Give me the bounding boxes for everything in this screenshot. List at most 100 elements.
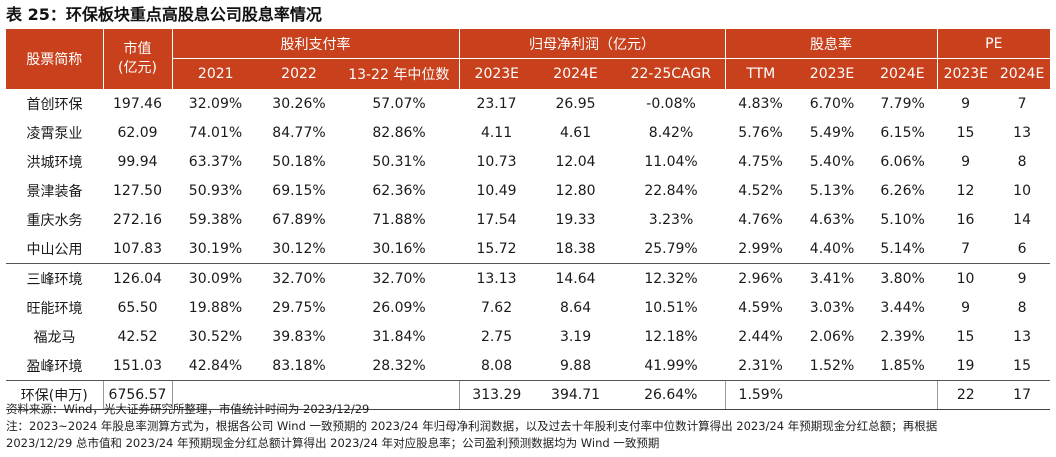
net-profit-2023e-cell: 2.75 [480,328,513,345]
table-title: 表 25：环保板块重点高股息公司股息率情况 [6,5,322,24]
table-row: 景津装备 127.50 50.93% 69.15% 62.36% 10.49 12.80 22… [6,176,1050,205]
yield-2023e-cell: 4.63% [809,211,855,228]
payout-2022-cell: 30.12% [272,240,326,257]
pe-2024e-cell: 15 [1013,357,1031,374]
yield-2024e-cell: 6.15% [880,124,925,141]
table-row: 福龙马 42.52 30.52% 39.83% 31.84% 2.75 3.19 12.18%… [6,322,1050,351]
cagr-cell: 8.42% [648,124,694,141]
net-profit-2024e-cell: 8.64 [559,299,592,316]
header-sub: 13-22 年中位数 [339,58,460,89]
market-cap-cell: 99.94 [117,153,158,170]
payout-2021-cell: 32.09% [188,95,243,112]
yield-2023e-cell: 3.41% [796,263,869,293]
net-profit-2023e-cell: 10.49 [476,182,517,199]
payout-2022-cell: 29.75% [272,299,326,316]
pe-2023e-cell: 9 [961,95,971,112]
table-row: 三峰环境 126.04 30.09% 32.70% 32.70% 13.13 14.64 12… [6,263,1051,293]
cagr-cell: 12.32% [617,263,726,293]
pe-2023e-cell: 9 [961,299,971,316]
stock-name-cell: 洪城环境 [26,154,83,171]
pe-2024e-cell: 8 [1017,153,1027,170]
yield-2024e-cell: 7.79% [880,95,925,112]
yield-2024e-cell: 1.85% [880,357,925,374]
stock-name-cell: 重庆水务 [26,212,83,229]
net-profit-2024e-cell: 12.80 [555,182,596,199]
payout-median-cell: 57.07% [372,95,426,112]
net-profit-2023e-cell: 13.13 [459,263,535,293]
header-sub: 2023E [458,58,535,89]
header-sub: 2024E [868,58,938,89]
net-profit-2024e-cell: 4.61 [559,124,592,141]
header-net-profit: 归母净利润（亿元） [458,29,726,59]
net-profit-2024e-cell: 3.19 [559,328,592,345]
payout-median-cell: 28.32% [372,357,426,374]
payout-median-cell [339,380,460,410]
yield-ttm-cell: 4.83% [738,95,783,112]
payout-median-cell: 31.84% [372,328,426,345]
payout-median-cell: 82.86% [372,124,426,141]
payout-median-cell: 32.70% [339,263,460,293]
yield-2024e-cell: 2.39% [880,328,925,345]
payout-2022-cell: 67.89% [272,211,326,228]
payout-2021-cell: 59.38% [188,211,243,228]
cagr-cell: 22.84% [644,182,698,199]
payout-median-cell: 26.09% [372,299,426,316]
payout-2021-cell: 63.37% [188,153,243,170]
yield-2024e-cell: 5.14% [880,240,925,257]
yield-2023e-cell: 1.52% [809,357,855,374]
dividend-table: 股票简称 市值 (亿元) 股利支付率 归母净利润（亿元） 股息率 PE 2021 … [6,29,1051,410]
yield-ttm-cell: 2.99% [738,240,783,257]
net-profit-2024e-cell: 14.64 [534,263,618,293]
yield-ttm-cell: 4.75% [738,153,783,170]
payout-median-cell: 62.36% [372,182,426,199]
market-cap-cell: 151.03 [113,357,162,374]
yield-ttm-cell: 4.52% [738,182,783,199]
net-profit-2023e-cell: 17.54 [476,211,517,228]
net-profit-2023e-cell: 23.17 [476,95,517,112]
cagr-cell: 41.99% [644,357,698,374]
market-cap-cell: 42.52 [117,328,158,345]
yield-2024e-cell: 6.26% [880,182,925,199]
stock-name-cell: 盈峰环境 [26,358,83,375]
source-note: 资料来源：Wind，光大证券研究所整理，市值统计时间为 2023/12/29 [6,402,370,416]
yield-ttm-cell: 2.44% [738,328,783,345]
payout-2021-cell: 30.09% [172,263,259,293]
net-profit-2024e-cell: 18.38 [555,240,596,257]
yield-2023e-cell: 3.03% [809,299,855,316]
table-row: 首创环保 197.46 32.09% 30.26% 57.07% 23.17 26.95 -0… [6,89,1050,118]
payout-2022-cell: 69.15% [272,182,326,199]
yield-2024e-cell: 6.06% [880,153,925,170]
yield-2023e-cell [796,380,869,410]
yield-ttm-cell: 4.76% [738,211,783,228]
stock-name-cell: 首创环保 [26,96,83,113]
pe-2024e-cell: 14 [1013,211,1031,228]
net-profit-2023e-cell: 15.72 [476,240,517,257]
net-profit-2024e-cell: 26.95 [555,95,596,112]
header-sub: 2023E [796,58,869,89]
payout-2022-cell: 32.70% [259,263,339,293]
header-dividend-yield: 股息率 [724,29,938,59]
payout-2021-cell: 19.88% [188,299,243,316]
cagr-cell: -0.08% [646,95,696,112]
yield-2024e-cell: 3.80% [868,263,938,293]
yield-ttm-cell: 4.59% [738,299,783,316]
cagr-cell: 25.79% [644,240,698,257]
net-profit-2023e-cell: 7.62 [480,299,513,316]
pe-2023e-cell: 10 [937,263,995,293]
yield-2024e-cell: 3.44% [880,299,925,316]
yield-ttm-cell: 2.31% [738,357,783,374]
stock-name-cell: 景津装备 [26,183,83,200]
yield-2024e-cell: 5.10% [880,211,925,228]
yield-ttm-cell: 2.96% [725,263,797,293]
pe-2024e-cell: 13 [1013,328,1031,345]
market-cap-cell: 127.50 [113,182,162,199]
header-pe: PE [936,29,1051,59]
yield-ttm-cell: 1.59% [724,380,797,410]
payout-2021-cell: 74.01% [188,124,243,141]
pe-2023e-cell: 15 [956,328,975,345]
pe-2023e-cell: 19 [956,357,975,374]
header-sub: TTM [724,58,797,89]
net-profit-2024e-cell: 12.04 [555,153,596,170]
table-row: 中山公用 107.83 30.19% 30.12% 30.16% 15.72 18.38 25… [6,234,1050,264]
payout-2021-cell: 42.84% [188,357,243,374]
